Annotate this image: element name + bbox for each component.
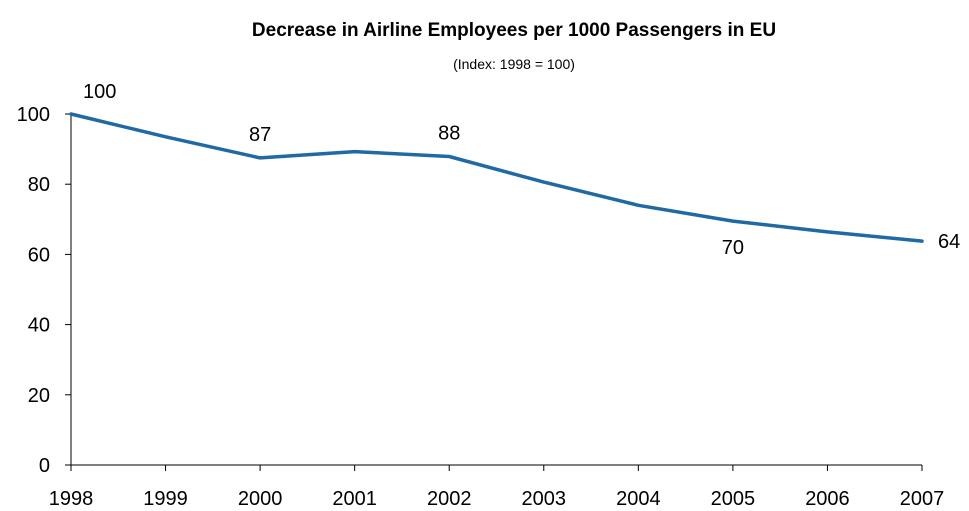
data-point <box>353 150 357 154</box>
series-line <box>69 112 924 243</box>
data-point <box>69 112 73 116</box>
chart-title: Decrease in Airline Employees per 1000 P… <box>252 20 776 41</box>
y-tick-label: 40 <box>28 315 50 337</box>
data-point <box>636 203 640 207</box>
y-tick-label: 0 <box>39 455 50 477</box>
data-point <box>258 156 262 160</box>
y-axis: 0 20 40 60 80 100 <box>17 104 72 477</box>
x-tick-label: 2000 <box>238 488 283 510</box>
data-label: 87 <box>249 124 271 146</box>
y-tick-label: 80 <box>28 174 50 196</box>
data-label: 88 <box>438 122 460 144</box>
x-tick-label: 2007 <box>900 488 945 510</box>
y-tick-label: 20 <box>28 385 50 407</box>
x-tick-label: 2003 <box>522 488 567 510</box>
data-label: 70 <box>722 237 744 259</box>
x-tick-label: 2002 <box>427 488 472 510</box>
data-point <box>825 230 829 234</box>
data-point <box>731 219 735 223</box>
x-tick-label: 1999 <box>143 488 188 510</box>
x-tick-label: 2004 <box>616 488 661 510</box>
data-point <box>542 180 546 184</box>
x-tick-label: 2001 <box>332 488 377 510</box>
data-point <box>447 154 451 158</box>
x-axis: 1998 1999 2000 2001 2002 2003 2004 2005 2006 2007 <box>49 464 945 510</box>
x-tick-label: 2005 <box>711 488 756 510</box>
data-label: 64 <box>938 231 960 253</box>
series-line-group <box>69 112 924 243</box>
data-point <box>164 135 168 139</box>
y-tick-label: 100 <box>17 104 50 126</box>
data-label: 100 <box>83 81 116 103</box>
x-tick-label: 2006 <box>805 488 850 510</box>
chart-subtitle: (Index: 1998 = 100) <box>453 56 575 72</box>
y-tick-label: 60 <box>28 244 50 266</box>
data-labels: 100 87 88 70 64 <box>83 81 960 259</box>
data-point <box>920 239 924 243</box>
x-tick-label: 1998 <box>49 488 94 510</box>
